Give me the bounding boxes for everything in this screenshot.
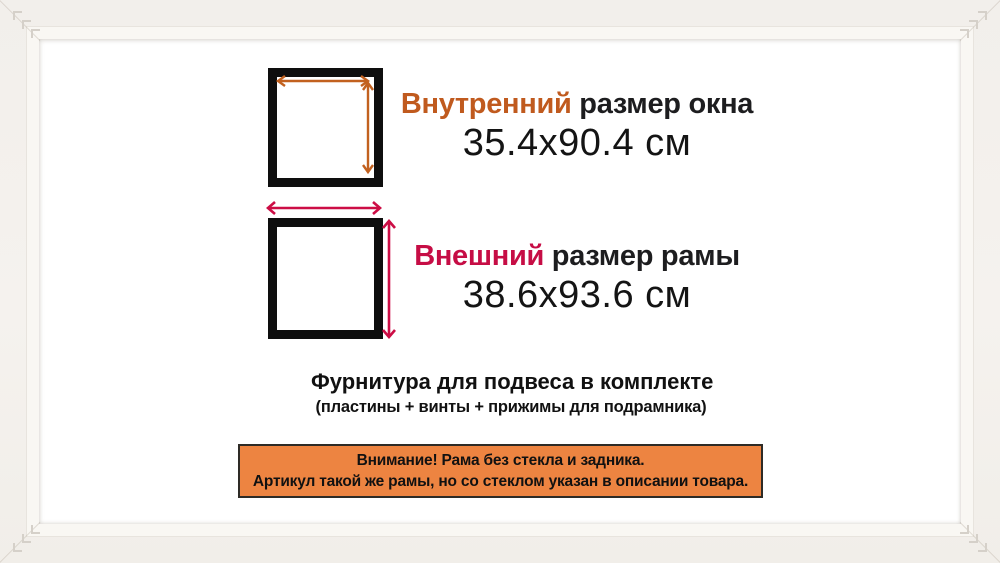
outer-size-accent-word: Внешний (414, 240, 545, 272)
outer-size-square-diagram (268, 218, 383, 339)
corner-ornament-icon (22, 534, 31, 543)
notice-line2: Артикул такой же рамы, но со стеклом ука… (252, 473, 749, 490)
outer-size-value: 38.6x93.6 см (462, 274, 692, 316)
hardware-included-subtitle: (пластины + винты + прижимы для подрамни… (315, 398, 707, 416)
corner-ornament-icon (22, 20, 31, 29)
inner-size-accent-word: Внутренний (400, 88, 572, 120)
corner-ornament-icon (13, 11, 22, 20)
corner-ornament-icon (31, 525, 40, 534)
outer-height-arrow-icon (382, 219, 396, 339)
inner-size-label-rest: размер окна (571, 88, 754, 120)
corner-ornament-icon (960, 29, 969, 38)
corner-ornament-icon (960, 525, 969, 534)
corner-ornament-icon (978, 11, 987, 20)
inner-size-dimension-arrows-icon (275, 75, 374, 175)
corner-ornament-icon (31, 29, 40, 38)
corner-ornament-icon (969, 534, 978, 543)
hardware-included-title: Фурнитура для подвеса в комплекте (311, 369, 714, 394)
corner-ornament-icon (13, 543, 22, 552)
outer-size-label: Внешний размер рамы (377, 240, 777, 273)
outer-width-arrow-icon (266, 201, 382, 215)
inner-size-value: 35.4x90.4 см (462, 122, 692, 164)
corner-ornament-icon (969, 20, 978, 29)
picture-frame-interior (39, 39, 961, 524)
notice-line1: Внимание! Рама без стекла и задника. (356, 452, 645, 469)
corner-ornament-icon (978, 543, 987, 552)
outer-size-label-rest: размер рамы (544, 240, 740, 272)
notice-banner: Внимание! Рама без стекла и задника. Арт… (238, 444, 763, 498)
inner-size-label: Внутренний размер окна (377, 88, 777, 121)
